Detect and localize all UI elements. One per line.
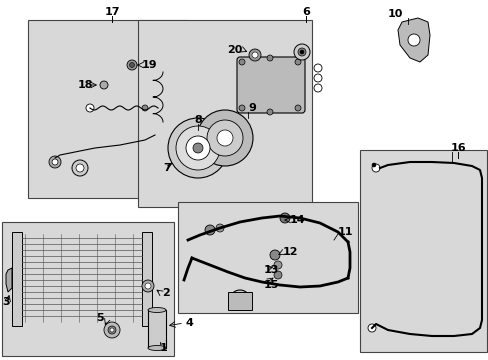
Circle shape [313, 74, 321, 82]
Polygon shape [397, 18, 429, 62]
Bar [142, 232, 152, 326]
Circle shape [76, 164, 84, 172]
Circle shape [297, 48, 305, 56]
Text: 8: 8 [194, 115, 202, 125]
Circle shape [239, 59, 244, 65]
Text: 4: 4 [184, 318, 192, 328]
Circle shape [273, 261, 282, 269]
Bar [359, 150, 486, 352]
Circle shape [86, 104, 94, 112]
Circle shape [52, 159, 58, 165]
Circle shape [104, 322, 120, 338]
Circle shape [176, 126, 220, 170]
Circle shape [313, 84, 321, 92]
Circle shape [206, 120, 243, 156]
Text: 15: 15 [264, 280, 279, 290]
Text: 1: 1 [160, 343, 167, 353]
Bar [138, 20, 311, 207]
Text: 10: 10 [386, 9, 402, 19]
Text: 17: 17 [104, 7, 120, 17]
Circle shape [251, 52, 258, 58]
Circle shape [266, 55, 272, 61]
Circle shape [273, 271, 282, 279]
Ellipse shape [148, 346, 165, 351]
FancyBboxPatch shape [237, 57, 305, 113]
Circle shape [293, 44, 309, 60]
Circle shape [371, 163, 375, 167]
Polygon shape [6, 268, 12, 292]
Circle shape [239, 105, 244, 111]
Bar [28, 20, 187, 198]
Text: 9: 9 [247, 103, 255, 113]
Circle shape [108, 326, 116, 334]
Circle shape [269, 250, 280, 260]
Ellipse shape [148, 307, 165, 312]
Text: 6: 6 [302, 7, 309, 17]
Circle shape [197, 110, 252, 166]
Circle shape [72, 160, 88, 176]
Text: 2: 2 [162, 288, 169, 298]
Text: 18: 18 [78, 80, 93, 90]
Circle shape [185, 136, 209, 160]
Circle shape [266, 109, 272, 115]
Circle shape [129, 63, 134, 68]
Bar [227, 292, 251, 310]
Circle shape [49, 156, 61, 168]
Circle shape [229, 290, 249, 310]
Circle shape [193, 143, 203, 153]
Text: 11: 11 [337, 227, 353, 237]
Circle shape [280, 213, 289, 223]
Circle shape [294, 59, 301, 65]
Circle shape [248, 49, 261, 61]
Circle shape [142, 105, 148, 111]
Text: 14: 14 [289, 215, 305, 225]
Circle shape [168, 118, 227, 178]
Text: 7: 7 [163, 163, 170, 173]
Text: 12: 12 [283, 247, 298, 257]
Text: 13: 13 [264, 265, 279, 275]
Text: 20: 20 [226, 45, 242, 55]
Circle shape [313, 64, 321, 72]
Bar [12, 232, 22, 326]
Bar [2, 222, 174, 356]
Bar [148, 310, 165, 348]
Circle shape [371, 164, 379, 172]
Circle shape [142, 280, 154, 292]
Circle shape [216, 224, 224, 232]
Circle shape [127, 60, 137, 70]
Text: 16: 16 [449, 143, 465, 153]
Circle shape [110, 328, 114, 332]
Circle shape [217, 130, 232, 146]
Circle shape [299, 50, 304, 54]
Circle shape [204, 225, 215, 235]
Text: 3: 3 [2, 297, 10, 307]
Circle shape [294, 105, 301, 111]
Circle shape [145, 283, 151, 289]
Circle shape [407, 34, 419, 46]
Text: 5: 5 [96, 313, 103, 323]
Circle shape [100, 81, 108, 89]
Circle shape [367, 324, 375, 332]
Bar [178, 202, 357, 313]
Text: 19: 19 [142, 60, 157, 70]
